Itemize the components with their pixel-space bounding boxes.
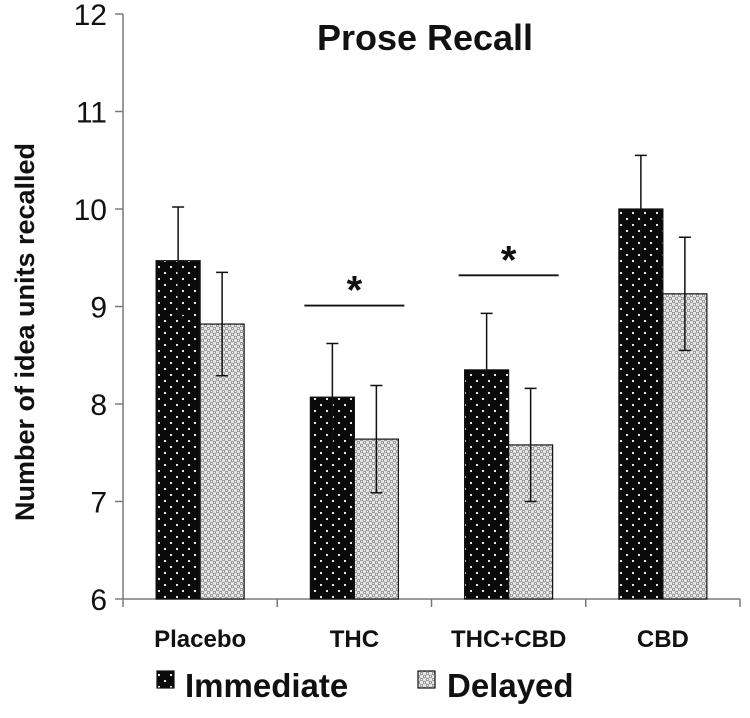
x-tick-label: THC — [330, 626, 379, 653]
chart-title: Prose Recall — [317, 17, 533, 58]
x-tick-label: Placebo — [154, 626, 246, 653]
y-tick-label: 8 — [90, 389, 107, 422]
legend-swatch-immediate — [156, 670, 175, 689]
error-bar-delayed-cbd — [678, 236, 691, 352]
y-axis-label: Number of idea units recalled — [10, 143, 40, 521]
error-bar-delayed-thc-cbd — [524, 387, 537, 503]
y-tick-label: 10 — [74, 194, 107, 227]
legend-label-immediate: Immediate — [185, 667, 348, 704]
y-tick-label: 12 — [74, 0, 107, 32]
x-tick-label: CBD — [637, 626, 689, 653]
error-bar-delayed-thc — [370, 384, 383, 494]
error-bar-immediate-cbd — [634, 154, 647, 264]
y-tick-label: 7 — [90, 487, 107, 520]
error-bar-immediate-thc-cbd — [480, 312, 493, 428]
legend-label-delayed: Delayed — [447, 667, 574, 704]
x-tick-label: THC+CBD — [451, 626, 566, 653]
error-bar-delayed-placebo — [216, 271, 229, 377]
y-tick-label: 6 — [90, 584, 107, 617]
error-bar-immediate-placebo — [172, 206, 185, 316]
y-axis-ticks: 6 7 8 9 10 11 12 — [74, 0, 123, 617]
significance-annotations: ** — [304, 238, 559, 313]
error-bar-immediate-thc — [326, 342, 339, 452]
legend-swatch-delayed — [417, 670, 436, 689]
significance-star: * — [501, 238, 517, 282]
legend: Immediate Delayed — [156, 667, 574, 704]
significance-star: * — [347, 269, 363, 313]
x-axis-tick-labels: Placebo THC THC+CBD CBD — [154, 626, 689, 653]
x-axis-ticks — [122, 599, 741, 607]
error-bars-group — [172, 154, 691, 503]
bar-series-group — [155, 208, 708, 600]
bar-immediate-cbd — [618, 208, 664, 600]
y-tick-label: 11 — [76, 97, 107, 130]
y-tick-label: 9 — [90, 292, 107, 325]
